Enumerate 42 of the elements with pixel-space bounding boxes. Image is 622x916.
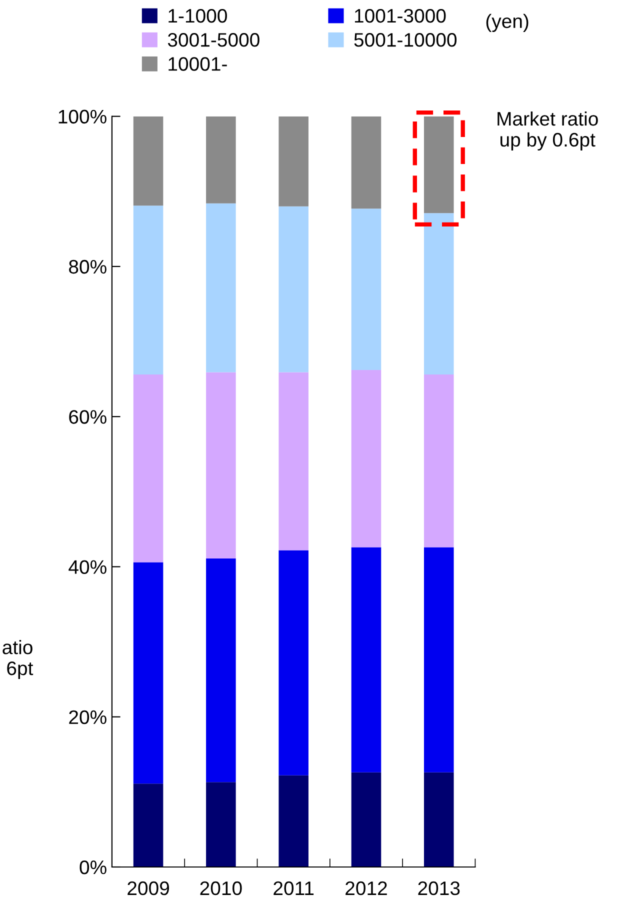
bar [133,784,164,867]
bar [206,372,236,558]
y-tick-label: 20% [69,710,106,724]
x-tick-label: 2013 [418,881,460,896]
bar [424,772,454,867]
text: Market ratio up by 0.6pt [498,111,598,151]
y-tick-label: 60% [69,410,106,424]
bar [206,782,236,867]
x-tick-label: 2012 [346,881,387,896]
y-tick-label: 40% [68,560,106,574]
bar [206,116,236,204]
bar [278,372,308,550]
bar [351,116,382,209]
bar [351,208,382,370]
bar [278,116,308,206]
bar [424,374,454,548]
bar [424,547,454,772]
bar [133,374,164,562]
legend-label: 1001-3000 [354,8,446,23]
y-tick-label: 100% [58,110,106,124]
y-tick-label: 0% [80,860,106,874]
legend-label: 1-1000 [168,8,227,23]
y-tick-label: 80% [69,260,106,274]
bar [133,562,164,784]
bar [133,206,164,375]
bar [278,206,308,372]
bar [351,772,382,867]
bar [206,558,236,782]
bar [133,116,164,206]
x-tick-label: 2009 [128,881,169,896]
x-tick-label: 2010 [200,881,242,896]
legend-title: (yen) [486,14,528,32]
bar [351,370,382,548]
bar [206,203,236,372]
legend-label: 3001-5000 [168,33,260,47]
legend-label: 10001- [168,57,227,71]
legend-label: 5001-10000 [354,33,457,47]
bar [351,547,382,772]
x-tick-label: 2011 [274,881,314,896]
bar [278,775,308,867]
bar [278,550,308,776]
text: atio 6pt [2,640,34,680]
